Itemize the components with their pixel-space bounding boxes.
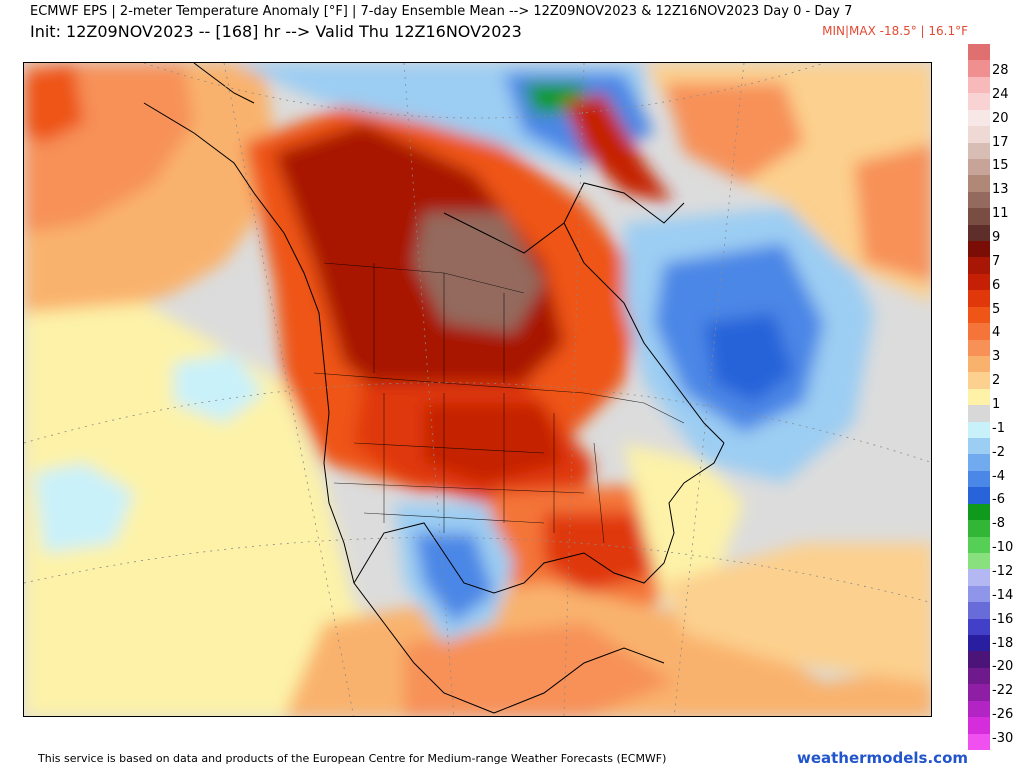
- color-scale-step: [968, 191, 990, 209]
- color-scale-label: 5: [992, 301, 1001, 317]
- color-scale-label: -1: [992, 420, 1005, 436]
- color-scale-label: 24: [992, 86, 1009, 102]
- color-scale-step: [968, 142, 990, 160]
- color-scale-step: [968, 405, 990, 423]
- min-max-readout: MIN|MAX -18.5° | 16.1°F: [822, 24, 968, 38]
- color-scale-step: [968, 635, 990, 652]
- color-scale-label: -30: [992, 731, 1014, 746]
- color-scale-step: [968, 372, 990, 390]
- anomaly-map-graphic: [24, 63, 931, 716]
- color-scale-step: [968, 224, 990, 242]
- color-scale-step: [968, 487, 990, 505]
- color-scale-label: -10: [992, 540, 1014, 556]
- color-scale-label: -8: [992, 516, 1005, 532]
- attribution-text: This service is based on data and produc…: [38, 752, 667, 765]
- color-scale-label: -12: [992, 564, 1014, 579]
- color-scale-label: 1: [992, 397, 1001, 412]
- color-scale-step: [968, 520, 990, 538]
- color-scale-step: [968, 651, 990, 669]
- map-title: ECMWF EPS | 2-meter Temperature Anomaly …: [30, 4, 853, 19]
- color-scale-step: [968, 60, 990, 78]
- color-scale-step: [968, 44, 990, 61]
- color-scale-step: [968, 339, 990, 357]
- color-scale-label: 20: [992, 110, 1009, 126]
- color-scale-label: -16: [992, 611, 1014, 627]
- color-scale-label: 28: [992, 63, 1009, 78]
- color-scale-step: [968, 126, 990, 143]
- color-scale-step: [968, 208, 990, 226]
- color-scale-step: [968, 158, 990, 176]
- color-scale-step: [968, 290, 990, 308]
- color-scale-step: [968, 93, 990, 111]
- color-scale-label: 7: [992, 253, 1001, 269]
- color-scale-step: [968, 667, 990, 685]
- color-scale-step: [968, 257, 990, 275]
- graticule: [24, 63, 931, 716]
- color-scale-label: -2: [992, 444, 1005, 460]
- color-scale-label: 4: [992, 325, 1001, 341]
- color-scale-label: 6: [992, 277, 1001, 293]
- color-scale-label: 13: [992, 182, 1009, 198]
- color-scale-step: [968, 76, 990, 94]
- color-scale-label: -4: [992, 468, 1005, 484]
- color-scale-step: [968, 355, 990, 373]
- brand-link[interactable]: weathermodels.com: [796, 749, 968, 767]
- color-scale-label: -6: [992, 492, 1005, 508]
- color-scale-label: 3: [992, 349, 1001, 365]
- color-scale-step: [968, 569, 990, 587]
- color-scale-label: 9: [992, 230, 1001, 245]
- color-scale-step: [968, 585, 990, 603]
- color-scale-label: 15: [992, 158, 1009, 174]
- color-scale-label: 2: [992, 373, 1001, 389]
- color-scale-step: [968, 717, 990, 735]
- color-scale-step: [968, 323, 990, 341]
- anomaly-map: [23, 62, 932, 717]
- color-scale-label: 11: [992, 206, 1009, 222]
- color-scale-label: -26: [992, 707, 1014, 723]
- color-scale-step: [968, 388, 990, 406]
- color-scale-step: [968, 273, 990, 291]
- color-scale-step: [968, 470, 990, 488]
- color-scale-step: [968, 438, 990, 455]
- color-scale-step: [968, 602, 990, 620]
- color-scale-step: [968, 175, 990, 193]
- color-scale-step: [968, 241, 990, 258]
- color-scale-label: -22: [992, 683, 1014, 699]
- map-subtitle: Init: 12Z09NOV2023 -- [168] hr --> Valid…: [30, 22, 522, 41]
- color-scale-step: [968, 700, 990, 718]
- color-scale-step: [968, 109, 990, 127]
- color-scale-label: -14: [992, 587, 1014, 603]
- color-scale-step: [968, 684, 990, 702]
- color-scale-label: -20: [992, 659, 1014, 675]
- color-scale-step: [968, 421, 990, 439]
- color-scale-step: [968, 552, 990, 570]
- color-scale-step: [968, 306, 990, 324]
- color-scale-step: [968, 733, 990, 751]
- color-scale-step: [968, 618, 990, 636]
- color-scale-step: [968, 536, 990, 554]
- color-scale-label: -18: [992, 635, 1014, 651]
- borders: [313, 262, 685, 544]
- color-scale-step: [968, 503, 990, 521]
- color-scale-label: 17: [992, 134, 1009, 150]
- color-scale: [968, 44, 990, 751]
- coastlines: [143, 63, 725, 714]
- color-scale-step: [968, 454, 990, 472]
